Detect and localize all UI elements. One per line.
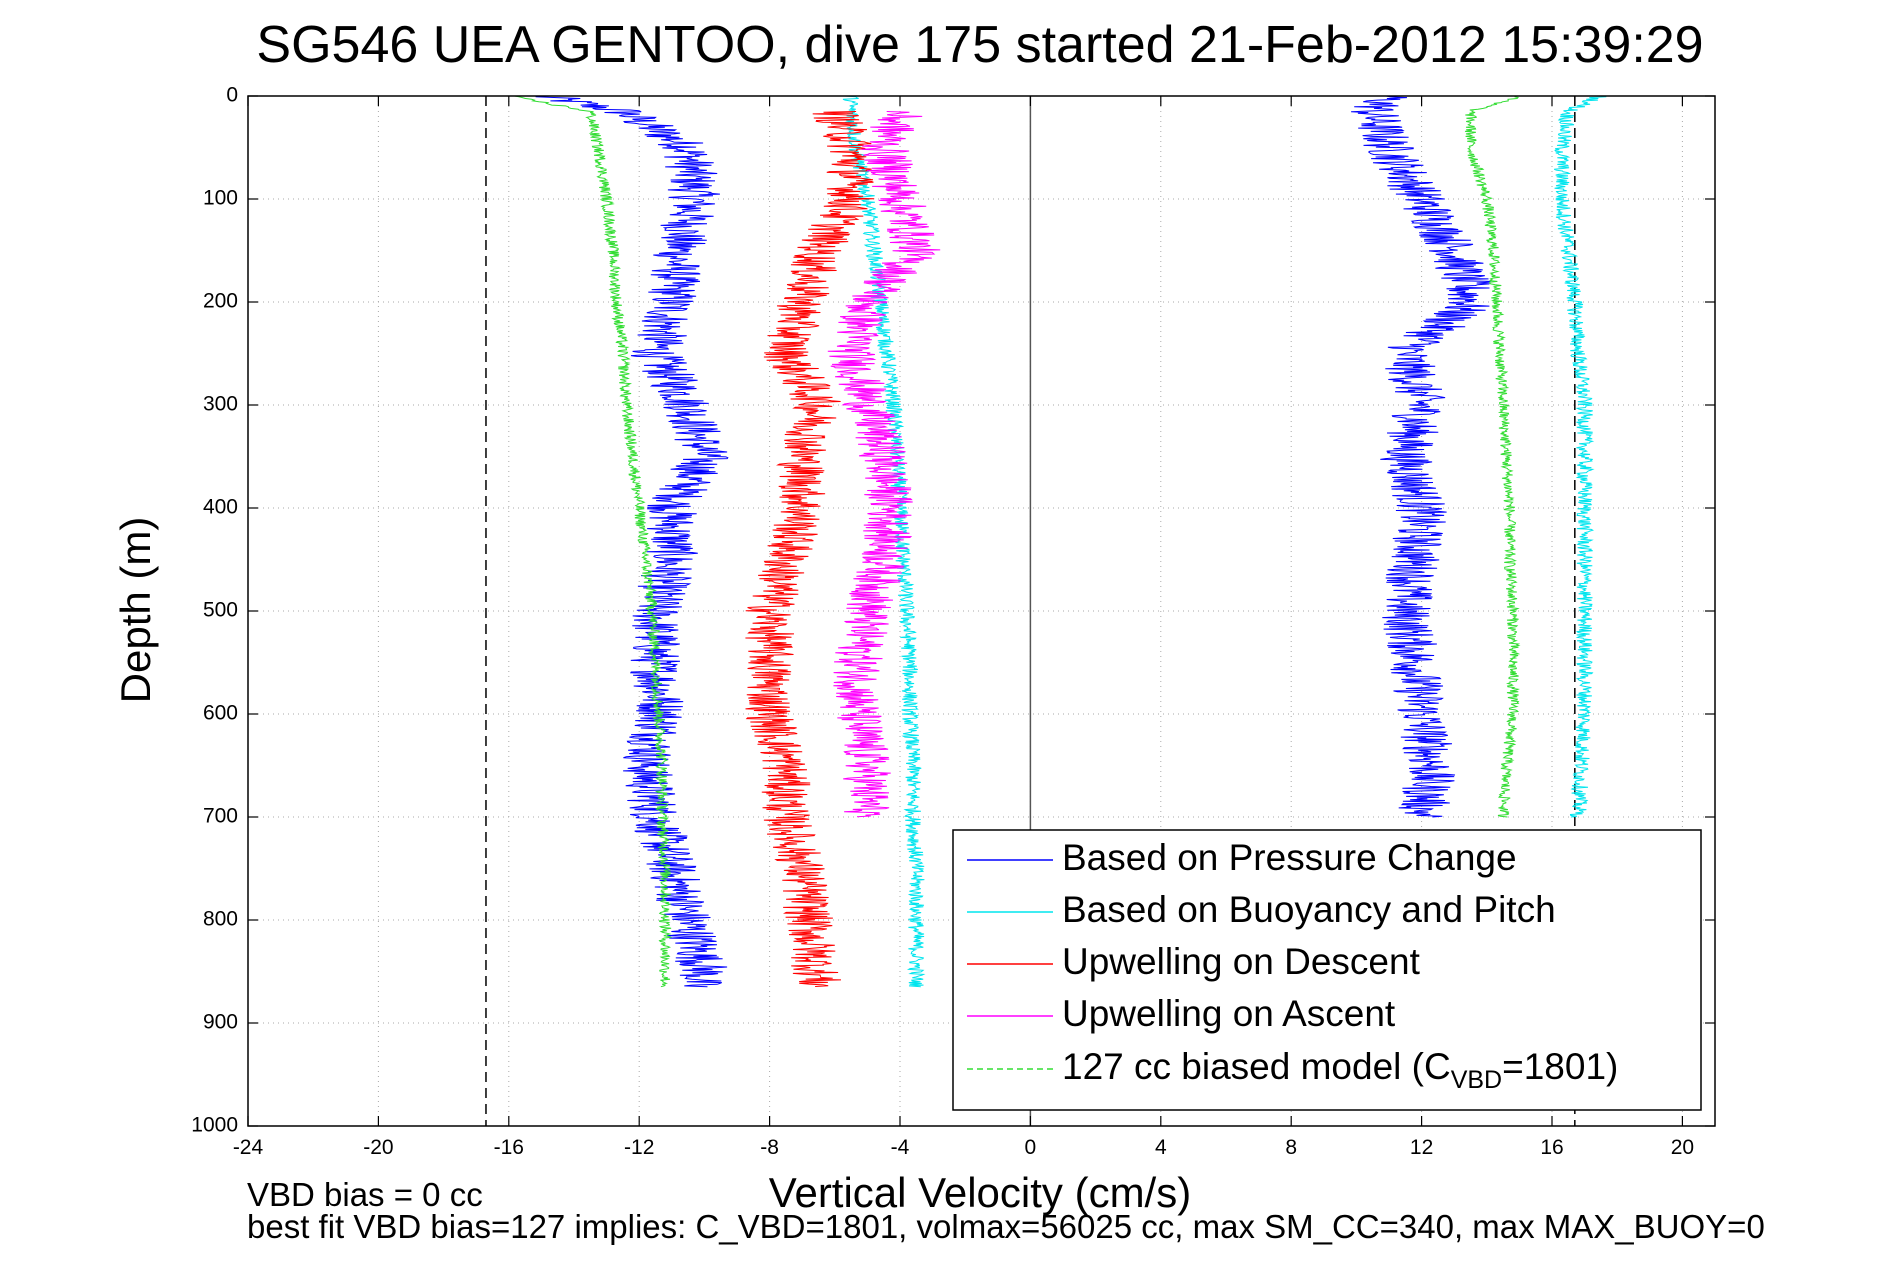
y-tick-label: 200 bbox=[203, 290, 238, 313]
x-axis-ticks: -24 -20 -16 -12 -8 -4 0 4 8 12 16 20 bbox=[233, 96, 1694, 1159]
series-trace-1-profile-1 bbox=[535, 96, 729, 988]
legend-label-3: Upwelling on Descent bbox=[1062, 941, 1421, 982]
x-tick-label: 16 bbox=[1540, 1136, 1563, 1159]
legend-label-1: Based on Pressure Change bbox=[1062, 837, 1517, 878]
y-tick-label: 500 bbox=[203, 599, 238, 622]
y-tick-label: 0 bbox=[226, 84, 238, 107]
legend-label-4: Upwelling on Ascent bbox=[1062, 993, 1396, 1034]
x-tick-label: 0 bbox=[1025, 1136, 1037, 1159]
y-tick-label: 900 bbox=[203, 1011, 238, 1034]
x-tick-label: -4 bbox=[891, 1136, 910, 1159]
fit-note: best fit VBD bias=127 implies: C_VBD=180… bbox=[247, 1208, 1765, 1245]
legend-label-model: 127 cc biased model (CVBD=1801) bbox=[1062, 1046, 1618, 1094]
y-tick-label: 300 bbox=[203, 393, 238, 416]
x-tick-label: 12 bbox=[1410, 1136, 1433, 1159]
x-tick-label: 8 bbox=[1285, 1136, 1297, 1159]
y-axis-ticks: 0 100 200 300 400 500 600 700 800 900 1000 bbox=[191, 84, 1715, 1137]
x-tick-label: -20 bbox=[363, 1136, 393, 1159]
series-trace-4-profile-1 bbox=[827, 111, 941, 818]
legend-box bbox=[952, 829, 1702, 1111]
legend: Based on Pressure Change Based on Buoyanc… bbox=[952, 829, 1702, 1111]
x-tick-label: -12 bbox=[624, 1136, 654, 1159]
y-tick-label: 100 bbox=[203, 187, 238, 210]
x-axis-label: Vertical Velocity (cm/s) bbox=[769, 1169, 1191, 1216]
x-tick-label: -16 bbox=[494, 1136, 524, 1159]
legend-model-suffix: =1801) bbox=[1502, 1046, 1618, 1087]
y-axis-label: Depth (m) bbox=[112, 517, 159, 704]
series-trace-2-profile-2 bbox=[1554, 96, 1607, 818]
series-trace-5-profile-1 bbox=[514, 96, 673, 988]
legend-model-prefix: 127 cc biased model (C bbox=[1062, 1046, 1451, 1087]
legend-model-subscript: VBD bbox=[1451, 1066, 1502, 1094]
chart-title: SG546 UEA GENTOO, dive 175 started 21-Fe… bbox=[256, 16, 1703, 74]
legend-items: Based on Pressure Change Based on Buoyanc… bbox=[967, 837, 1556, 1034]
y-tick-label: 400 bbox=[203, 496, 238, 519]
legend-label-2: Based on Buoyancy and Pitch bbox=[1062, 889, 1556, 930]
series-trace-2-profile-1 bbox=[842, 96, 926, 988]
y-tick-label: 1000 bbox=[191, 1114, 238, 1137]
data-series bbox=[514, 96, 1607, 988]
y-tick-label: 700 bbox=[203, 805, 238, 828]
y-tick-label: 800 bbox=[203, 908, 238, 931]
x-tick-label: 20 bbox=[1671, 1136, 1694, 1159]
series-trace-3-profile-1 bbox=[745, 111, 875, 987]
y-tick-label: 600 bbox=[203, 702, 238, 725]
x-tick-label: -24 bbox=[233, 1136, 264, 1159]
bias-note: VBD bias = 0 cc bbox=[247, 1176, 483, 1213]
x-tick-label: -8 bbox=[760, 1136, 779, 1159]
series-trace-1-profile-2 bbox=[1351, 96, 1492, 818]
x-tick-label: 4 bbox=[1155, 1136, 1167, 1159]
series-trace-5-profile-2 bbox=[1464, 96, 1521, 818]
